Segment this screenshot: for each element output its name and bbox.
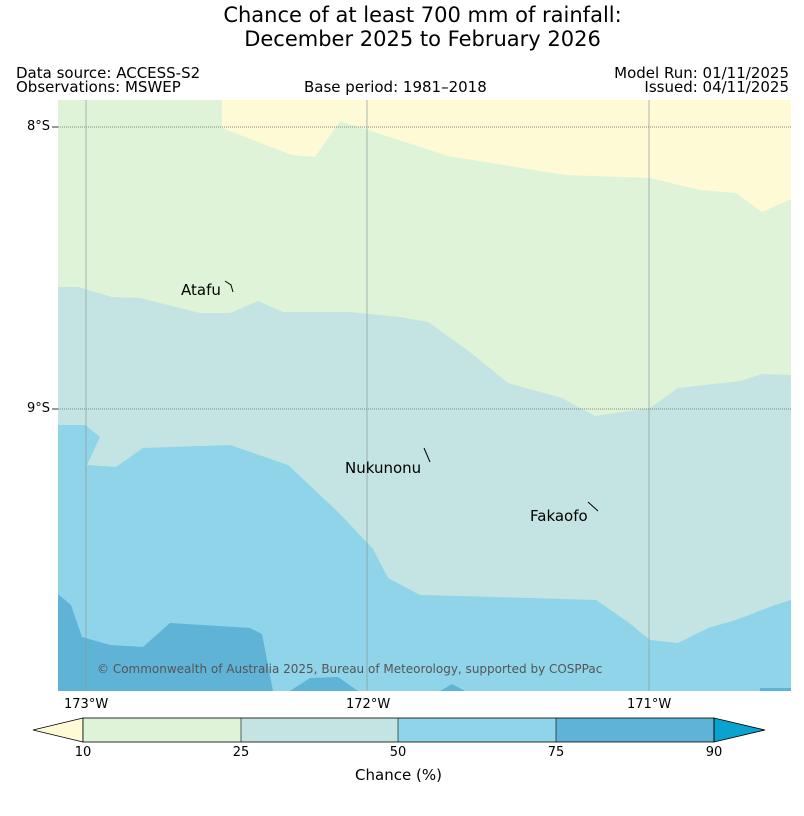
place-label-fakaofo: Fakaofo [530,507,588,525]
issued-text: Issued: 04/11/2025 [644,78,789,96]
colorbar-title: Chance (%) [355,766,442,784]
zone-75-90 [58,594,273,691]
map-title-line-2: December 2025 to February 2026 [244,27,601,51]
colorbar-extend-high [713,717,766,743]
atoll-outlines [224,280,599,512]
colorbar-tick-50: 50 [389,745,407,760]
base-period-text: Base period: 1981–2018 [304,78,487,96]
place-label-nukunonu: Nukunonu [345,459,422,477]
rainfall-probability-fill [58,100,791,691]
fakaofo-atoll-shape [587,501,599,512]
map-title-line-1: Chance of at least 700 mm of rainfall: [223,3,622,27]
graticule [52,100,791,691]
place-label-atafu: Atafu [181,281,221,299]
lon-label-171w: 171°W [627,697,672,712]
zone-75-90 [290,677,358,691]
colorbar [32,717,766,743]
data-source-text: Data source: ACCESS-S2 [16,64,201,82]
colorbar-bin-25-50 [241,718,398,742]
lat-label-9s: 9°S [27,401,51,416]
zone-50-75 [58,425,791,691]
zone-75-90 [760,688,791,691]
colorbar-bin-10-25 [83,718,241,742]
colorbar-tick-10: 10 [74,745,92,760]
lat-label-8s: 8°S [27,119,51,134]
atafu-atoll-shape [224,280,234,293]
colorbar-tick-25: 25 [232,745,250,760]
nukunonu-atoll-shape [423,447,431,463]
colorbar-bin-75-90 [556,718,714,742]
zone-75-90 [440,684,465,691]
colorbar-extend-low [32,717,84,743]
copyright-notice: © Commonwealth of Australia 2025, Bureau… [97,662,603,676]
model-run-text: Model Run: 01/11/2025 [614,64,789,82]
colorbar-bin-50-75 [398,718,556,742]
lon-label-172w: 172°W [346,697,391,712]
observations-text: Observations: MSWEP [16,78,181,96]
colorbar-tick-90: 90 [705,745,723,760]
colorbar-tick-75: 75 [547,745,565,760]
lon-label-173w: 173°W [64,697,109,712]
